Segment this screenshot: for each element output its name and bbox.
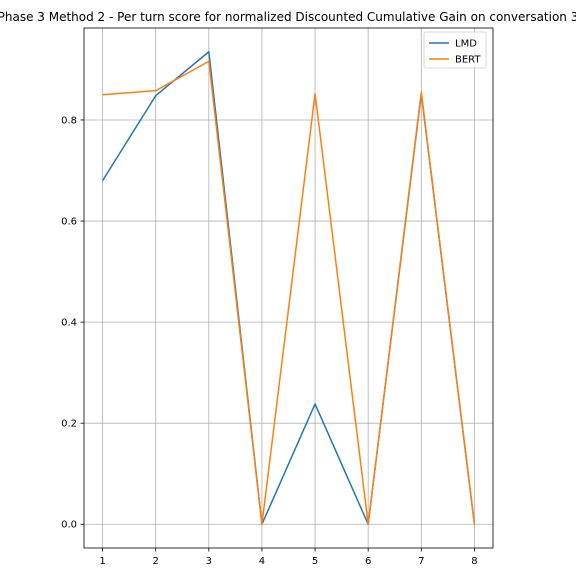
legend-label-bert: BERT	[455, 55, 481, 66]
x-tick-label: 8	[471, 556, 477, 567]
series-lines	[101, 51, 476, 525]
grid	[84, 28, 493, 548]
y-tick-label: 0.6	[61, 217, 77, 228]
x-tick-label: 1	[99, 556, 105, 567]
series-line-lmd	[101, 51, 476, 525]
x-tick-label: 5	[312, 556, 318, 567]
chart-title: Phase 3 Method 2 - Per turn score for no…	[0, 10, 576, 24]
legend-label-lmd: LMD	[455, 39, 477, 50]
y-tick-label: 0.8	[61, 115, 77, 126]
series-line-bert	[102, 60, 476, 525]
x-tick-label: 3	[206, 556, 212, 567]
x-tick-label: 6	[365, 556, 371, 567]
y-tick-label: 0.0	[61, 520, 77, 531]
y-tick-label: 0.2	[61, 419, 77, 430]
y-tick-label: 0.4	[61, 318, 77, 329]
plot-frame	[83, 27, 494, 549]
x-tick-label: 4	[259, 556, 265, 567]
axis-ticks: 1 2 3 4 5 6 7 8 0.0 0.2 0.4 0.6 0.8	[61, 115, 478, 567]
x-tick-label: 7	[418, 556, 424, 567]
x-tick-label: 2	[153, 556, 159, 567]
legend: LMD BERT	[423, 31, 487, 69]
